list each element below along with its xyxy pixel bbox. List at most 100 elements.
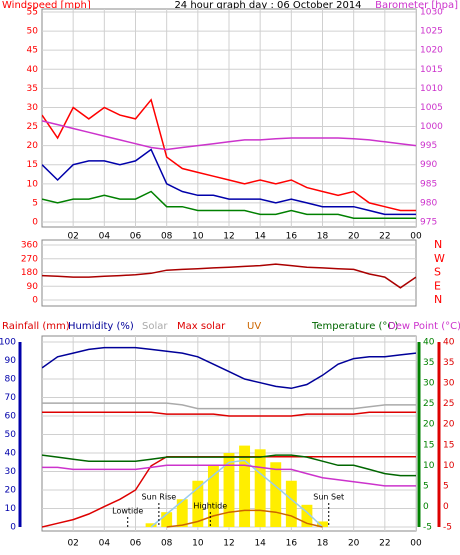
y2-tick-label: 20 <box>423 420 435 430</box>
y3-tick-label: 10 <box>443 461 455 471</box>
y-tick-label: 70 <box>5 393 17 403</box>
solar-bar <box>317 521 328 527</box>
y-tick-label: 90 <box>27 282 39 292</box>
x-tick-label: 04 <box>99 539 111 549</box>
solar-bar <box>270 462 282 527</box>
y-tick-label: 10 <box>5 504 17 514</box>
x-tick-label: 08 <box>161 232 173 242</box>
y-tick-label: 30 <box>5 467 17 477</box>
legend-label: Temperature (°C) <box>311 321 398 332</box>
y-tick-label: 180 <box>21 268 38 278</box>
solar-bar <box>239 445 251 527</box>
wind-axis-title: Windspeed [mph] <box>2 0 91 11</box>
y-tick-label: 35 <box>27 84 38 94</box>
solar-bar <box>301 504 313 527</box>
solar-bar <box>161 512 173 527</box>
series-line <box>42 464 416 487</box>
x-tick-label: 16 <box>286 232 298 242</box>
y-tick-label: 80 <box>5 375 17 385</box>
x-tick-label: 10 <box>192 232 204 242</box>
series-line <box>42 402 416 410</box>
series-line <box>166 509 323 528</box>
y2-tick-label: W <box>434 252 445 265</box>
x-tick-label: 22 <box>379 232 390 242</box>
y-tick-label: 270 <box>21 254 38 264</box>
y2-tick-label: -5 <box>423 523 432 533</box>
y3-tick-label: 20 <box>443 420 455 430</box>
y-tick-label: 45 <box>27 46 38 56</box>
legend-label: Rainfall (mm) <box>2 321 70 332</box>
y2-tick-label: 15 <box>423 440 434 450</box>
legend-label: Humidity (%) <box>68 321 134 332</box>
x-tick-label: 14 <box>254 539 266 549</box>
series-line <box>42 148 416 216</box>
y2-tick-label: 25 <box>423 399 434 409</box>
y2-tick-label: 985 <box>420 179 437 189</box>
x-tick-label: 18 <box>317 232 329 242</box>
y2-tick-label: 995 <box>420 141 437 151</box>
series-line <box>42 190 416 219</box>
solar-bar <box>285 480 297 527</box>
solar-bar <box>145 523 157 527</box>
y-tick-label: 10 <box>27 179 39 189</box>
legend-label: Solar <box>142 321 168 332</box>
y2-tick-label: N <box>434 238 442 251</box>
series-line <box>42 98 416 212</box>
series-line <box>42 411 416 417</box>
y2-tick-label: 990 <box>420 160 437 170</box>
annotation-label: Hightide <box>193 502 227 511</box>
series-line <box>42 120 416 151</box>
y2-tick-label: 1025 <box>420 27 443 37</box>
x-tick-label: 14 <box>254 232 266 242</box>
y-tick-label: 20 <box>27 141 39 151</box>
legend-label: Max solar <box>177 321 226 332</box>
x-tick-label: 00 <box>410 539 422 549</box>
y3-tick-label: 5 <box>443 481 449 491</box>
series-line <box>42 263 416 289</box>
y2-tick-label: 0 <box>423 502 429 512</box>
solar-bar <box>254 449 266 527</box>
x-tick-label: 06 <box>130 232 142 242</box>
y2-tick-label: 5 <box>423 481 429 491</box>
y-tick-label: 0 <box>10 523 16 533</box>
y2-tick-label: 1010 <box>420 84 443 94</box>
y2-tick-label: 1000 <box>420 122 443 132</box>
y-tick-label: 60 <box>5 412 17 422</box>
x-tick-label: 10 <box>192 539 204 549</box>
x-tick-label: 16 <box>286 539 298 549</box>
x-tick-label: 12 <box>223 232 234 242</box>
x-tick-label: 02 <box>67 539 78 549</box>
annotation-label: Lowtide <box>112 507 143 516</box>
plot-area <box>42 244 416 301</box>
y2-tick-label: 1030 <box>420 8 443 18</box>
y2-tick-label: 10 <box>423 461 435 471</box>
legend-label: Dew Point (°C) <box>388 321 460 332</box>
y-tick-label: 40 <box>27 65 39 75</box>
solar-bar <box>192 480 204 527</box>
legend-label: UV <box>247 321 261 332</box>
y2-tick-label: 35 <box>423 358 434 368</box>
y-tick-label: 25 <box>27 122 38 132</box>
y2-tick-label: N <box>434 293 442 306</box>
y3-tick-label: 0 <box>443 502 449 512</box>
y3-tick-label: 35 <box>443 358 454 368</box>
y-tick-label: 0 <box>32 296 38 306</box>
plot-area <box>42 336 416 531</box>
y2-tick-label: 975 <box>420 218 437 228</box>
series-line <box>42 346 416 390</box>
y-tick-label: 0 <box>32 218 38 228</box>
y3-tick-label: 25 <box>443 399 454 409</box>
x-tick-label: 12 <box>223 539 234 549</box>
y3-tick-label: 15 <box>443 440 454 450</box>
y2-tick-label: 980 <box>420 198 437 208</box>
y3-tick-label: 40 <box>443 338 455 348</box>
annotation-label: Sun Set <box>313 493 344 502</box>
x-tick-label: 02 <box>67 232 78 242</box>
y-tick-label: 40 <box>5 449 17 459</box>
x-tick-label: 06 <box>130 539 142 549</box>
x-tick-label: 22 <box>379 539 390 549</box>
y-tick-label: 30 <box>27 103 39 113</box>
x-tick-label: 20 <box>348 232 360 242</box>
x-tick-label: 18 <box>317 539 329 549</box>
y-tick-label: 50 <box>5 430 17 440</box>
